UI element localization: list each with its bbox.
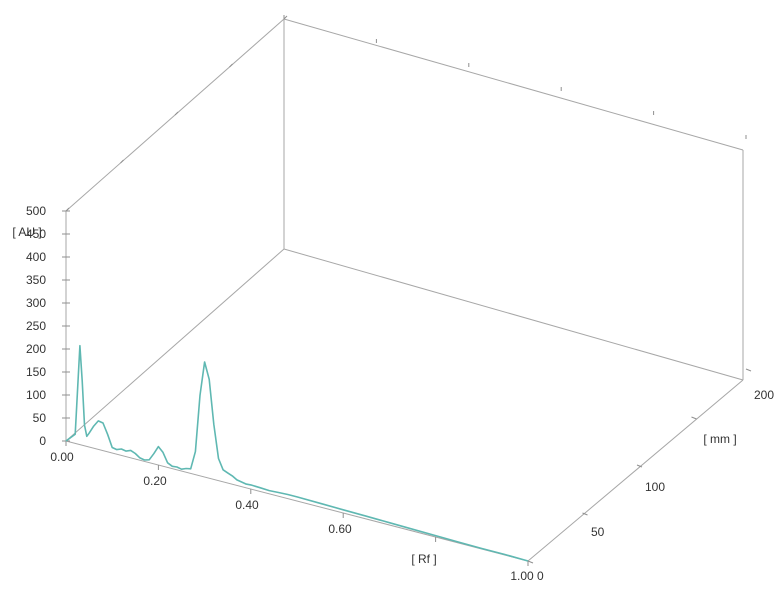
series-line-0 <box>65 344 529 562</box>
y-tick-label: 0 <box>39 434 46 448</box>
z-tick-label: 50 <box>591 525 605 539</box>
y-tick-label: 450 <box>26 227 46 241</box>
tick-marks <box>62 15 752 566</box>
y-tick-label: 150 <box>26 365 46 379</box>
z-tick-label: 0 <box>537 569 544 583</box>
z-tick <box>527 560 534 564</box>
z-tick-label: 200 <box>754 388 774 402</box>
x-tick-label: 0.60 <box>328 522 352 536</box>
x-tick-label: 0.40 <box>235 498 259 512</box>
y-axis-title: [ AU ] <box>12 225 41 239</box>
x-tick-label: 1.00 <box>510 569 534 583</box>
y-tick-label: 250 <box>26 319 46 333</box>
z-tick <box>691 416 697 420</box>
edge-back-top <box>283 18 744 151</box>
y-tick-label: 500 <box>26 204 46 218</box>
left-top-tick <box>229 63 233 68</box>
box-frame <box>65 18 744 562</box>
y-tick-label: 350 <box>26 273 46 287</box>
axis-z-right <box>527 379 744 562</box>
axis-x-front <box>65 440 529 562</box>
left-top-tick <box>65 207 70 212</box>
z-tick <box>636 464 643 468</box>
y-tick-label: 100 <box>26 388 46 402</box>
z-axis-title: [ mm ] <box>703 432 736 446</box>
z-tick-label: 100 <box>645 480 665 494</box>
z-tick <box>745 368 752 372</box>
edge-back-bottom <box>283 248 744 381</box>
y-tick-label: 50 <box>33 411 47 425</box>
left-top-tick <box>174 111 179 116</box>
y-tick-label: 300 <box>26 296 46 310</box>
y-tick-label: 400 <box>26 250 46 264</box>
series-layer <box>65 344 529 562</box>
y-tick-label: 200 <box>26 342 46 356</box>
edge-left-bottom <box>65 248 285 442</box>
left-top-tick <box>120 159 124 164</box>
x-axis-title: [ Rf ] <box>411 552 436 566</box>
x-tick-label: 0.00 <box>50 450 74 464</box>
left-top-tick <box>283 15 288 20</box>
z-tick <box>582 512 588 516</box>
x-tick-label: 0.20 <box>143 474 167 488</box>
